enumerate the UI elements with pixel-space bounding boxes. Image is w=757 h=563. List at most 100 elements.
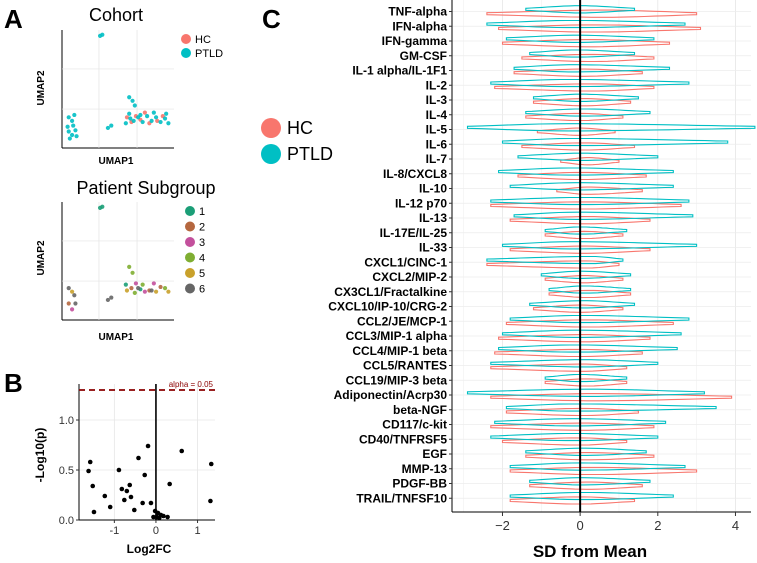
violin-ptld-cxcl10-ip-10-crg-2 [529,300,636,309]
violin-y-label-cd117-c-kit: CD117/c-kit [382,418,447,432]
volcano-point [116,467,122,473]
point-2 [129,286,134,291]
violin-hc-il-3 [532,98,632,107]
violin-hc-beta-ngf [505,407,639,417]
umap-subgroup-ylabel: UMAP2 [36,240,47,275]
point-6 [136,286,141,291]
point-ptld [153,115,159,120]
violin-y-label-ifn-gamma: IFN-gamma [382,34,448,48]
point-ptld [158,119,163,125]
violin-ptld-il-12-p70 [490,196,690,206]
violin-y-label-ifn-alpha: IFN-alpha [392,19,447,33]
violin-ptld-il-4 [525,108,651,117]
violin-y-label-il-17e-il-25: IL-17E/IL-25 [380,226,448,240]
violin-hc-il-12-p70 [490,201,682,210]
violin-y-label-beta-ngf: beta-NGF [393,403,447,417]
point-ptld [145,114,150,119]
volcano-y-tick-label: 1.0 [59,415,74,427]
panel-a-label: A [4,4,23,34]
violin-ptld-tnf-alpha [525,5,636,14]
volcano-point [122,497,127,503]
legend-key-ptld [181,48,191,58]
point-ptld [130,98,135,103]
violin-hc-adiponectin-acrp30 [490,393,733,402]
point-6 [149,288,154,293]
violin-y-label-cxcl2-mip-2: CXCL2/MIP-2 [372,270,447,284]
point-4 [140,282,145,287]
violin-y-label-mmp-13: MMP-13 [402,462,448,476]
point-1 [100,204,105,209]
violin-ptld-mmp-13 [509,462,686,471]
point-6 [105,297,111,303]
violin-ptld-il-8-cxcl8 [498,167,674,176]
violin-ptld-adiponectin-acrp30 [466,388,705,397]
violin-hc-trail-tnfsf10 [509,496,636,505]
violin-y-label-ccl2-je-mcp-1: CCL2/JE/MCP-1 [357,314,447,328]
violin-ptld-ifn-gamma [505,34,655,43]
point-5 [166,289,171,294]
violin-hc-il-4 [525,112,624,122]
point-ptld [67,136,72,141]
legend-key-subgroup-5 [185,268,195,278]
violin-ptld-il-6 [501,137,729,147]
violin-hc-ifn-alpha [498,24,702,33]
violin-hc-ccl3-mip-1-alpha [498,334,651,343]
point-3 [69,307,75,312]
violin-hc-cx3cl1-fractalkine [548,289,632,299]
point-ptld [72,112,77,118]
volcano-x-tick-label: 0 [153,525,159,537]
volcano-point [208,498,213,504]
violin-y-label-il-10: IL-10 [419,182,447,196]
volcano-xlabel: Log2FC [127,542,172,556]
point-ptld [74,134,79,139]
violin-y-label-ccl4-mip-1-beta: CCL4/MIP-1 beta [352,344,447,358]
point-4 [162,286,168,291]
legend-label-subgroup-3: 3 [199,237,205,249]
violin-y-label-il-2: IL-2 [426,78,448,92]
violin-hc-cxcl2-mip-2 [544,275,624,284]
violin-ptld-pdgf-bb [529,477,651,486]
point-4 [132,290,137,295]
violin-y-label-il-6: IL-6 [426,137,448,151]
volcano-x-tick-label: 1 [194,525,200,537]
violin-hc-ccl19-mip-3-beta [544,378,628,387]
violin-hc-gm-csf [521,53,655,63]
legend-label-subgroup-2: 2 [199,222,205,234]
point-6 [72,293,77,298]
violin-ptld-il-33 [501,241,698,250]
point-ptld [149,118,154,123]
violin-ptld-cd40-tnfrsf5 [490,432,659,442]
violin-y-label-ccl3-mip-1-alpha: CCL3/MIP-1 alpha [346,329,448,343]
point-6 [109,295,114,300]
legend-key-hc [181,34,191,44]
umap-subgroup-legend: 1 2 3 4 5 6 [185,206,205,296]
point-ptld [65,124,70,129]
point-ptld [100,32,105,37]
volcano-point [90,483,96,489]
point-hc [155,118,160,123]
legend-label-subgroup-4: 4 [199,253,205,265]
violin-hc-pdgf-bb [529,481,643,490]
legend-key-subgroup-3 [185,237,195,247]
legend-label-hc-big: HC [287,118,313,138]
violin-ptld-ccl5-rantes [490,359,659,368]
legend-key-subgroup-1 [185,206,195,216]
point-ptld [128,116,133,121]
violin-ptld-il-7 [517,152,659,161]
panel-c-label: C [262,4,281,34]
violin-ptld-cxcl2-mip-2 [540,270,632,279]
panel-b-label: B [4,368,23,398]
point-ptld [132,103,137,108]
violin-ptld-cxcl1-cinc-1 [486,255,624,265]
legend-key-subgroup-2 [185,221,195,232]
violin-hc-il-5 [536,127,616,136]
point-1 [123,282,128,287]
point-6 [73,301,78,306]
point-ptld [66,129,71,134]
violin-y-label-cx3cl1-fractalkine: CX3CL1/Fractalkine [334,285,447,299]
point-ptld [69,132,75,138]
violin-hc-ccl5-rantes [490,363,628,372]
violin-y-label-il-13: IL-13 [419,211,447,225]
volcano-ylabel: -Log10(p) [33,428,47,483]
